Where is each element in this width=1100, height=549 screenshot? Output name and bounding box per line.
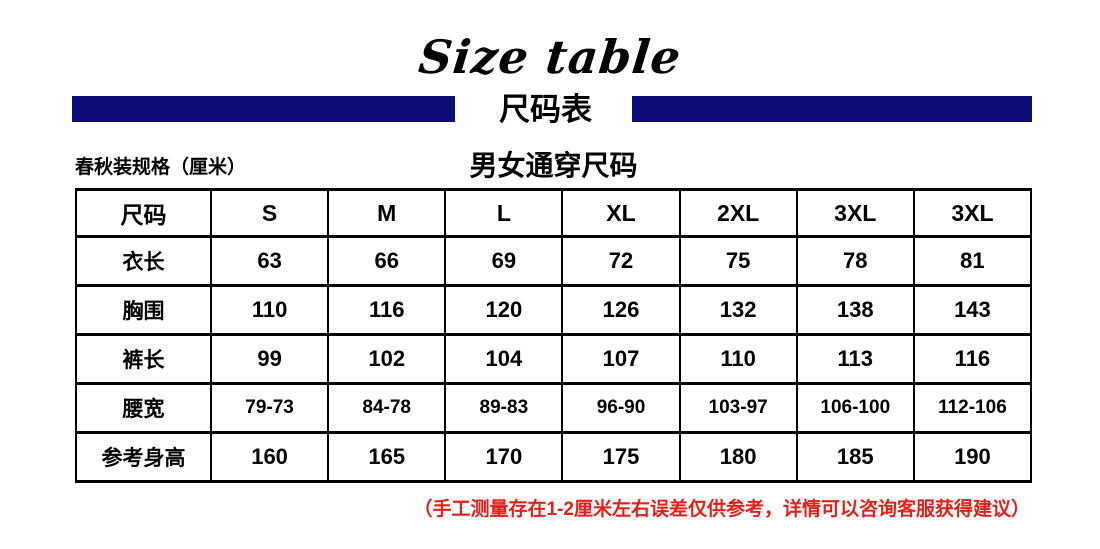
table-cell: 84-78: [327, 382, 447, 434]
column-header: 3XL: [912, 188, 1033, 238]
table-cell: 175: [561, 431, 681, 483]
table-header-row: 尺码 S M L XL 2XL 3XL 3XL: [75, 188, 1033, 238]
table-cell: 110: [209, 284, 330, 336]
table-row: 参考身高 160 165 170 175 180 185 190: [75, 431, 1033, 483]
measurement-disclaimer: （手工测量存在1-2厘米左右误差仅供参考，详情可以咨询客服获得建议）: [413, 499, 1030, 520]
column-header: M: [327, 188, 447, 238]
row-label: 腰宽: [75, 382, 212, 434]
table-cell: 79-73: [209, 382, 330, 434]
table-cell: 81: [912, 235, 1033, 287]
column-header: XL: [561, 188, 681, 238]
column-header: L: [444, 188, 564, 238]
table-cell: 160: [209, 431, 330, 483]
table-cell: 75: [678, 235, 798, 287]
table-cell: 126: [561, 284, 681, 336]
subheader: 春秋装规格（厘米） 男女通穿尺码: [75, 140, 1032, 184]
table-cell: 113: [795, 333, 915, 385]
table-cell: 165: [327, 431, 447, 483]
table-cell: 116: [912, 333, 1033, 385]
table-cell: 170: [444, 431, 564, 483]
table-cell: 89-83: [444, 382, 564, 434]
table-cell: 190: [912, 431, 1033, 483]
table-row: 腰宽 79-73 84-78 89-83 96-90 103-97 106-100 112-1…: [75, 382, 1033, 434]
page-title-english: Size table: [416, 30, 684, 84]
table-cell: 66: [327, 235, 447, 287]
row-label: 裤长: [75, 333, 212, 385]
row-label: 衣长: [75, 235, 212, 287]
row-label: 参考身高: [75, 431, 212, 483]
row-label: 胸围: [75, 284, 212, 336]
table-row: 衣长 63 66 69 72 75 78 81: [75, 235, 1033, 287]
table-cell: 104: [444, 333, 564, 385]
page-title-chinese: 尺码表: [499, 91, 592, 127]
table-cell: 78: [795, 235, 915, 287]
table-cell: 138: [795, 284, 915, 336]
column-header: S: [209, 188, 330, 238]
table-cell: 112-106: [912, 382, 1033, 434]
banner-bar-right: [632, 96, 1032, 122]
table-cell: 103-97: [678, 382, 798, 434]
column-header: 2XL: [678, 188, 798, 238]
table-cell: 72: [561, 235, 681, 287]
table-cell: 120: [444, 284, 564, 336]
table-cell: 132: [678, 284, 798, 336]
table-row: 裤长 99 102 104 107 110 113 116: [75, 333, 1033, 385]
table-cell: 63: [209, 235, 330, 287]
table-cell: 116: [327, 284, 447, 336]
corner-header-size: 尺码: [75, 188, 212, 238]
table-cell: 110: [678, 333, 798, 385]
table-cell: 106-100: [795, 382, 915, 434]
table-row: 胸围 110 116 120 126 132 138 143: [75, 284, 1033, 336]
table-cell: 143: [912, 284, 1033, 336]
spec-unit-label: 春秋装规格（厘米）: [75, 157, 247, 178]
table-cell: 69: [444, 235, 564, 287]
table-cell: 185: [795, 431, 915, 483]
table-cell: 102: [327, 333, 447, 385]
size-table: 尺码 S M L XL 2XL 3XL 3XL 衣长 63 66 69 72 75 78 81 胸围 110 11…: [75, 188, 1033, 483]
table-cell: 180: [678, 431, 798, 483]
column-header: 3XL: [795, 188, 915, 238]
banner-bar-left: [72, 96, 455, 122]
table-title: 男女通穿尺码: [469, 150, 638, 181]
table-cell: 107: [561, 333, 681, 385]
table-cell: 99: [209, 333, 330, 385]
table-cell: 96-90: [561, 382, 681, 434]
banner: 尺码表: [72, 91, 1032, 127]
